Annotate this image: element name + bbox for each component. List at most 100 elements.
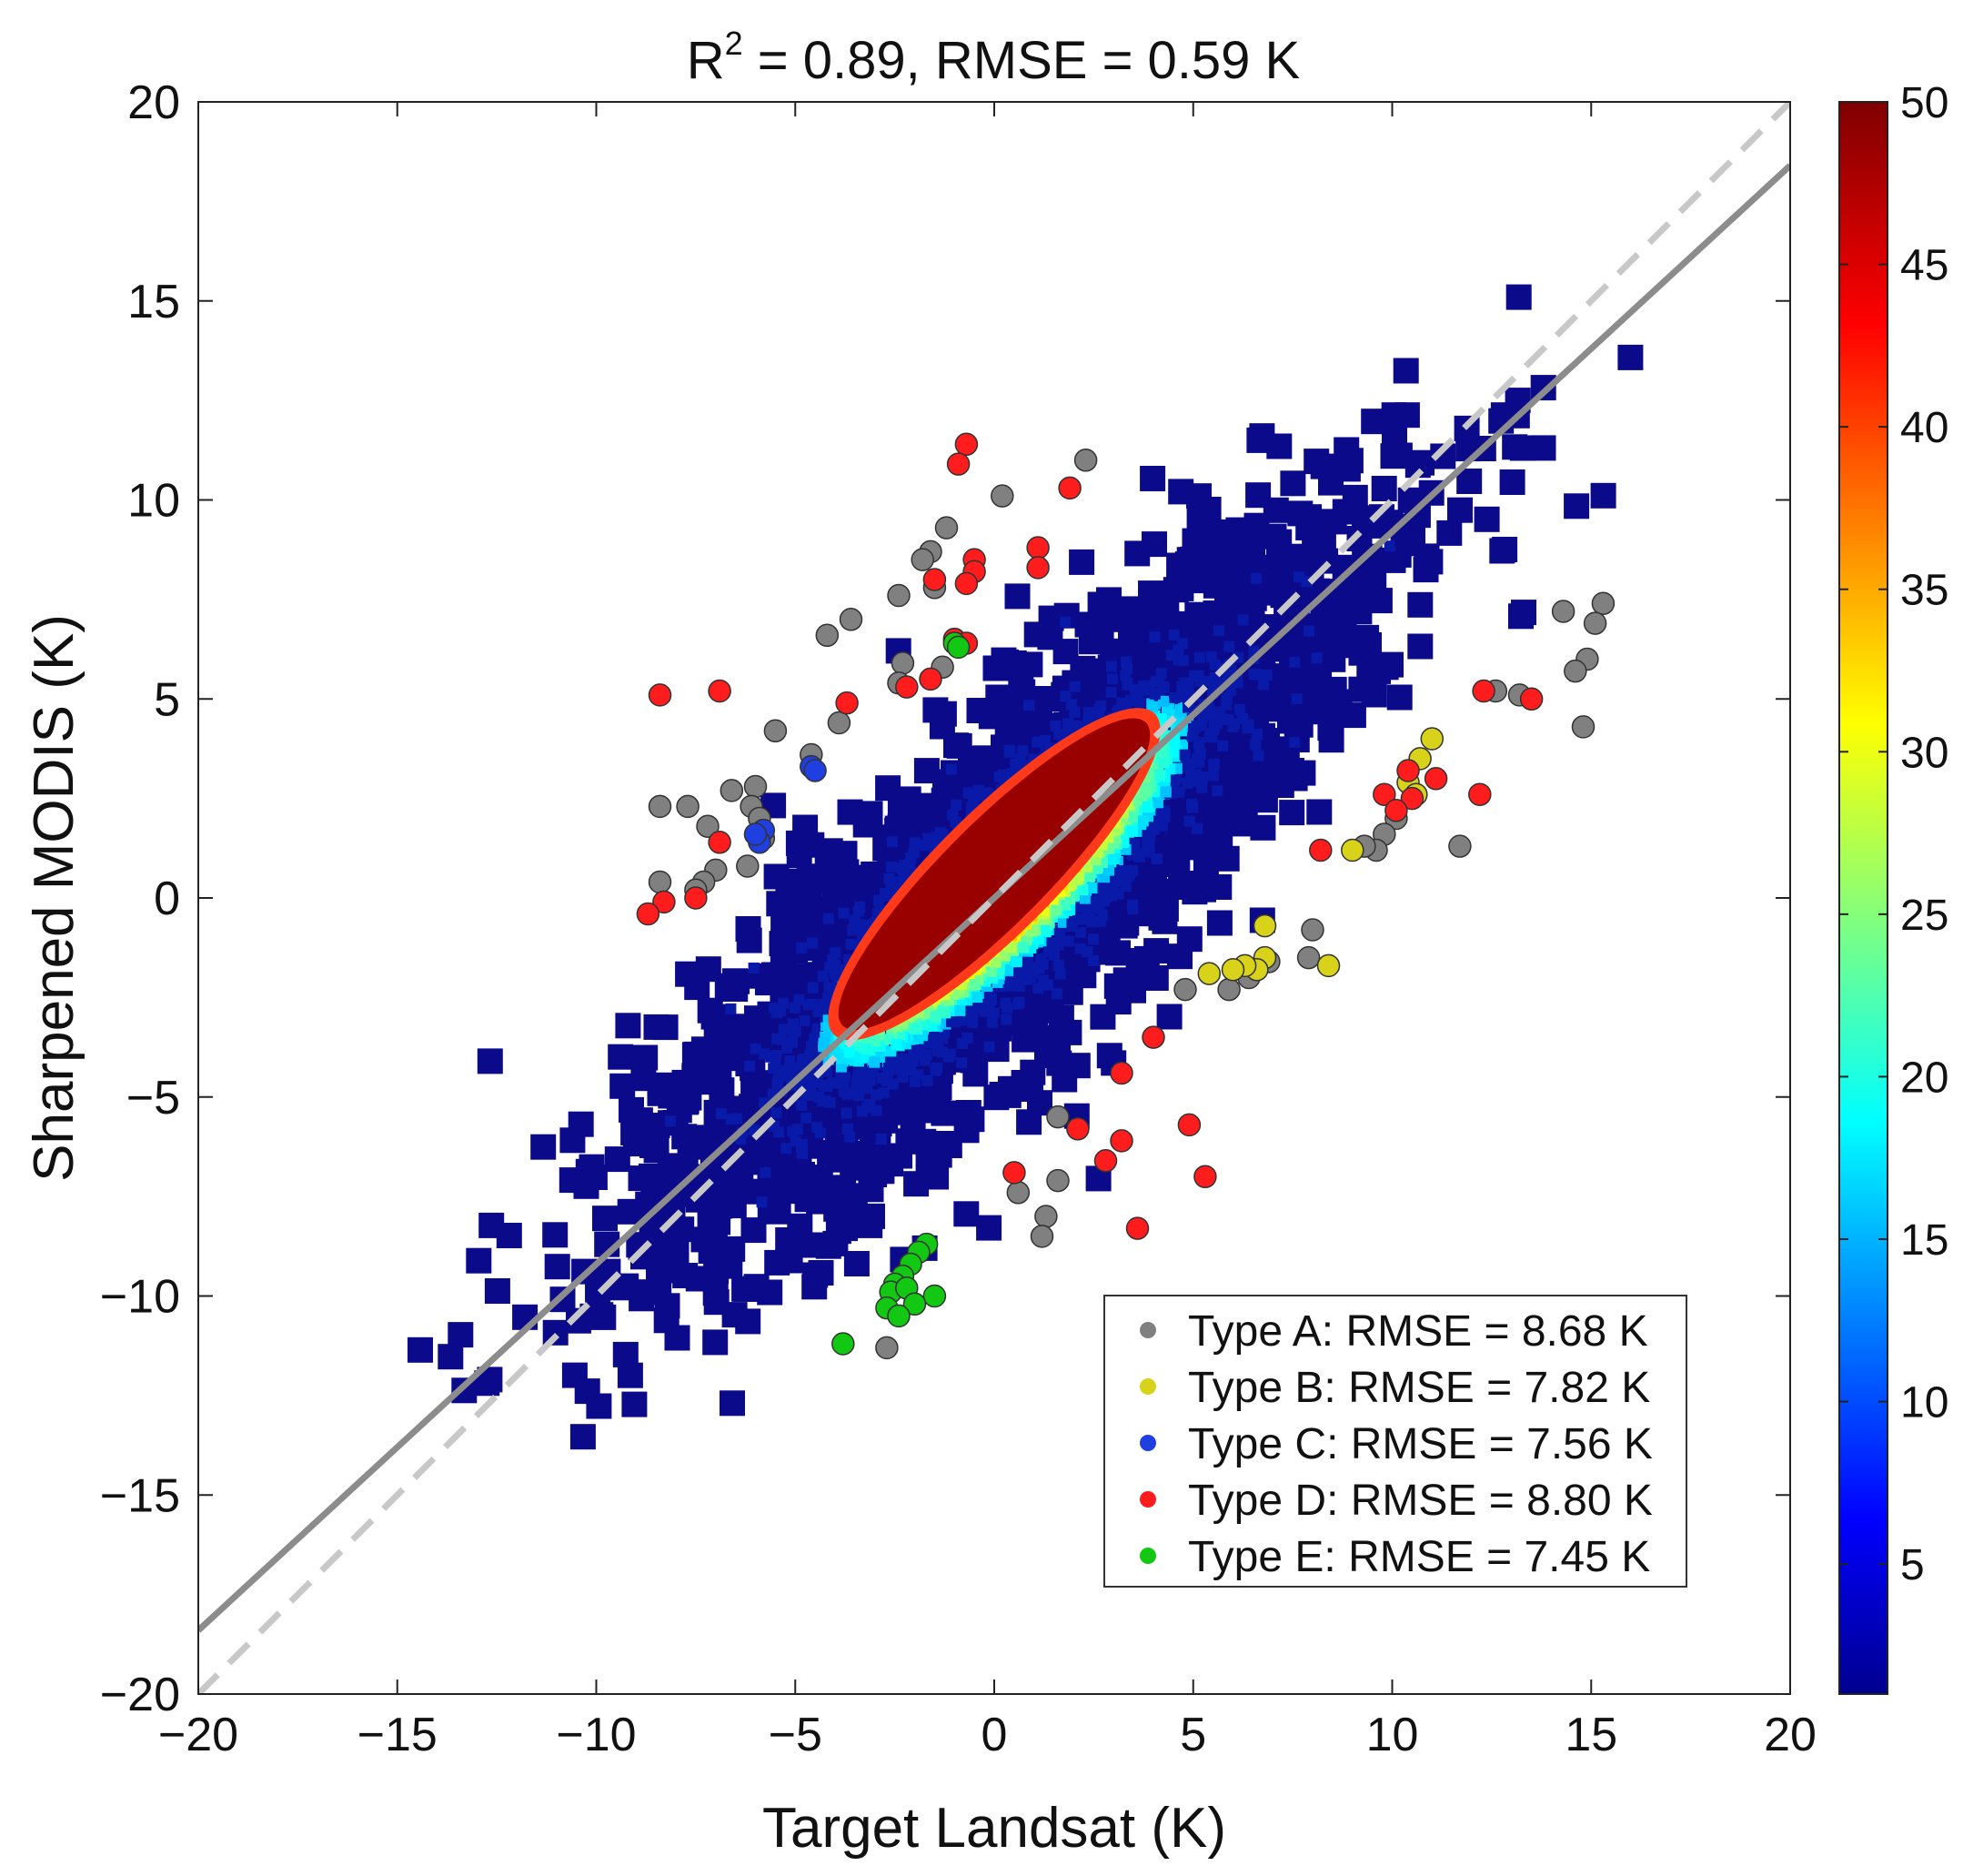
- density-cell: [757, 1279, 783, 1306]
- density-cell: [976, 1215, 1002, 1241]
- density-cell: [1311, 652, 1323, 664]
- density-cell: [895, 1128, 921, 1155]
- density-cell: [722, 976, 749, 1002]
- density-cell: [1474, 506, 1500, 532]
- density-cell: [1087, 954, 1099, 966]
- density-cell: [608, 1044, 634, 1070]
- density-cell: [838, 907, 850, 919]
- density-cell: [736, 927, 762, 953]
- density-cell: [706, 1052, 732, 1078]
- density-cell: [1246, 427, 1273, 453]
- density-cell: [559, 1127, 586, 1154]
- density-cell: [806, 1188, 832, 1215]
- density-cell: [921, 1152, 947, 1178]
- density-cell: [1342, 484, 1368, 510]
- density-cell: [1196, 782, 1208, 793]
- density-cell: [720, 1236, 746, 1262]
- density-cell: [1001, 1014, 1012, 1025]
- density-cell: [1174, 551, 1201, 578]
- density-cell: [643, 1014, 669, 1040]
- density-cell: [1149, 631, 1161, 643]
- density-cell: [1371, 476, 1397, 501]
- density-cell: [632, 1044, 659, 1071]
- density-cell: [1069, 549, 1095, 575]
- density-cell: [811, 1023, 823, 1034]
- density-cell: [1105, 687, 1117, 698]
- density-cell: [955, 1100, 982, 1125]
- density-cell: [1436, 519, 1463, 546]
- density-cell: [744, 1005, 770, 1032]
- density-cell: [408, 1336, 433, 1363]
- density-cell: [909, 837, 921, 849]
- density-cell: [1505, 284, 1532, 310]
- density-cell: [1062, 935, 1074, 947]
- density-cell: [1381, 402, 1407, 429]
- density-cell: [1012, 1026, 1038, 1053]
- density-cell: [1140, 466, 1166, 491]
- density-cell: [484, 1278, 510, 1304]
- density-cell: [1318, 617, 1344, 643]
- density-cell: [612, 1341, 639, 1367]
- density-cell: [895, 786, 921, 812]
- chart-title-suffix: = 0.89, RMSE = 0.59 K: [743, 31, 1301, 90]
- density-cell: [1168, 479, 1194, 505]
- density-cell: [1245, 767, 1272, 793]
- density-cell: [886, 861, 898, 872]
- density-cell: [1115, 865, 1127, 876]
- density-cell: [1011, 1070, 1037, 1095]
- density-cloud: [408, 284, 1644, 1450]
- density-cell: [1231, 544, 1257, 570]
- density-cell: [1246, 580, 1273, 606]
- density-cell: [778, 1024, 790, 1035]
- density-cell: [627, 1107, 653, 1134]
- density-cell: [720, 1390, 745, 1417]
- density-cell: [843, 1251, 870, 1276]
- density-cell: [1590, 482, 1616, 509]
- density-cell: [1044, 937, 1056, 949]
- density-cell: [621, 1391, 648, 1417]
- density-cell: [943, 732, 969, 759]
- density-cell: [1001, 650, 1027, 676]
- density-cell: [1617, 344, 1644, 370]
- density-cell: [604, 1146, 630, 1173]
- density-cell: [1124, 540, 1151, 567]
- density-cell: [1168, 629, 1180, 640]
- density-cell: [931, 1100, 957, 1126]
- density-cell: [1096, 909, 1108, 921]
- density-cell: [1499, 469, 1525, 495]
- density-cell: [1105, 989, 1132, 1015]
- density-cell: [1089, 600, 1115, 627]
- density-cell: [1393, 358, 1419, 384]
- density-cell: [764, 1198, 790, 1225]
- density-cell: [1245, 482, 1272, 509]
- density-cell: [775, 889, 801, 915]
- density-cell: [544, 1254, 570, 1280]
- density-cell: [1195, 497, 1222, 522]
- density-cell: [1138, 580, 1163, 607]
- density-cell: [1447, 497, 1473, 523]
- density-cell: [1081, 661, 1107, 686]
- density-cell: [1321, 676, 1347, 702]
- density-cell: [951, 799, 962, 811]
- density-cell: [1282, 765, 1308, 792]
- density-cell: [857, 1212, 883, 1238]
- density-cell: [1003, 744, 1015, 756]
- density-cell: [1016, 1109, 1042, 1135]
- density-cell: [702, 1329, 729, 1356]
- density-cell: [922, 697, 949, 723]
- density-cell: [1509, 435, 1535, 461]
- density-cell: [788, 1018, 799, 1030]
- density-cell: [1225, 517, 1252, 543]
- density-cell: [617, 1198, 643, 1225]
- density-cell: [786, 1036, 798, 1048]
- density-cell: [1237, 614, 1249, 626]
- density-cell: [628, 1165, 654, 1192]
- density-cell: [886, 836, 898, 848]
- density-cell: [664, 1325, 690, 1351]
- density-cell: [1191, 876, 1216, 903]
- density-cell: [857, 801, 883, 827]
- density-cell: [675, 961, 701, 987]
- density-cell: [1227, 721, 1239, 732]
- density-cell: [1048, 1004, 1074, 1031]
